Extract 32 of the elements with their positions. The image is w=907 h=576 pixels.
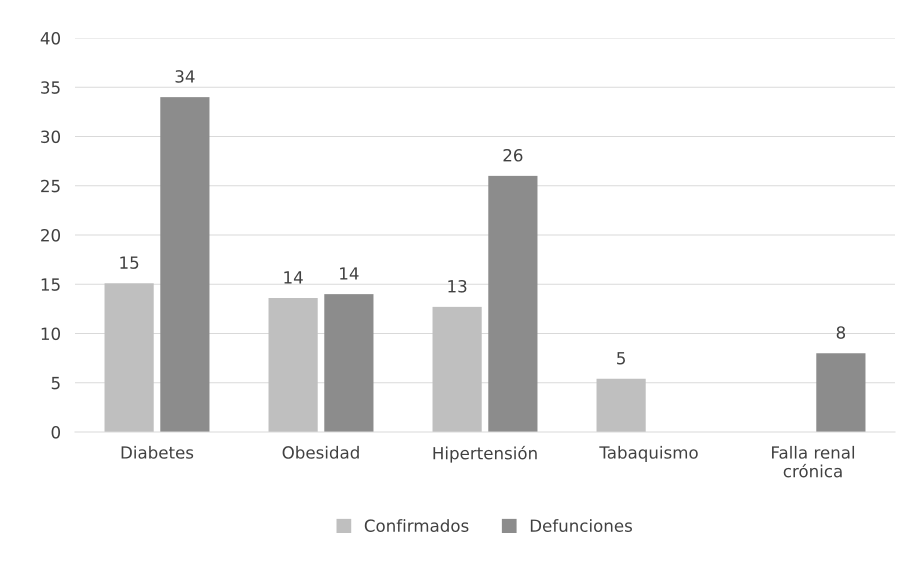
data-label: 15	[120, 256, 138, 269]
data-label: 34	[176, 70, 195, 83]
data-label: 5	[617, 352, 625, 364]
y-tick-label: 0	[52, 426, 60, 439]
data-label: 13	[448, 280, 466, 293]
data-label: 14	[340, 267, 359, 280]
bar	[160, 97, 210, 432]
bar	[104, 283, 154, 432]
data-label: 8	[836, 326, 846, 339]
y-tick-label: 25	[41, 180, 60, 192]
legend-label: Confirmados	[364, 519, 468, 532]
bar	[596, 378, 646, 432]
data-label: 26	[503, 148, 522, 162]
y-tick-label: 10	[42, 327, 60, 340]
y-tick-label: 30	[41, 130, 60, 144]
x-tick-label: Diabetes	[122, 446, 194, 459]
y-tick-label: 5	[52, 376, 60, 390]
bar	[324, 294, 374, 432]
x-tick-label: Hipertensión	[433, 446, 537, 463]
y-tick-label: 35	[41, 81, 60, 94]
legend-label: Defunciones	[530, 519, 632, 532]
bar	[432, 306, 482, 432]
x-tick-label: Falla renal crónica	[772, 446, 854, 478]
bar	[488, 176, 538, 432]
y-tick-label: 20	[41, 228, 60, 242]
y-tick-label: 40	[40, 32, 60, 45]
x-tick-label: Tabaquismo	[599, 446, 698, 462]
y-tick-label: 15	[42, 278, 60, 291]
x-tick-label: Obesidad	[282, 446, 359, 459]
bar	[816, 353, 866, 432]
bar	[268, 298, 318, 432]
data-label: 14	[284, 271, 303, 284]
